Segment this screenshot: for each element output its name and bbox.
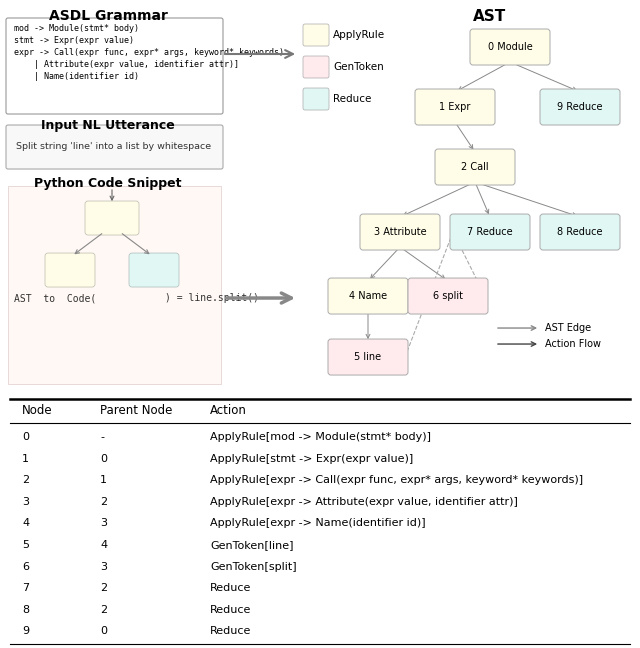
Text: 6 split: 6 split — [433, 291, 463, 301]
Text: 2: 2 — [100, 605, 107, 615]
Text: 3: 3 — [100, 562, 107, 572]
Text: stmt -> Expr(expr value): stmt -> Expr(expr value) — [14, 36, 134, 45]
FancyBboxPatch shape — [360, 214, 440, 250]
Text: 3 Attribute: 3 Attribute — [374, 227, 426, 237]
Text: 5: 5 — [22, 540, 29, 550]
FancyBboxPatch shape — [435, 149, 515, 185]
Text: AST: AST — [474, 9, 507, 24]
Text: 7: 7 — [22, 583, 29, 593]
Text: 0: 0 — [22, 432, 29, 442]
Text: Split string 'line' into a list by whitespace: Split string 'line' into a list by white… — [17, 141, 212, 150]
Text: Python Code Snippet: Python Code Snippet — [35, 177, 182, 190]
Text: ApplyRule[expr -> Name(identifier id)]: ApplyRule[expr -> Name(identifier id)] — [210, 518, 426, 528]
Text: GenToken: GenToken — [333, 62, 384, 72]
Text: Action: Action — [210, 404, 247, 417]
Text: Action Flow: Action Flow — [545, 339, 601, 349]
Text: | Name(identifier id): | Name(identifier id) — [14, 72, 139, 81]
Text: 1: 1 — [22, 454, 29, 463]
Text: | Attribute(expr value, identifier attr)]: | Attribute(expr value, identifier attr)… — [14, 60, 239, 69]
Text: GenToken[split]: GenToken[split] — [210, 562, 296, 572]
Text: ApplyRule[expr -> Call(expr func, expr* args, keyword* keywords)]: ApplyRule[expr -> Call(expr func, expr* … — [210, 475, 583, 485]
Text: 2: 2 — [22, 475, 29, 485]
Text: 0 Module: 0 Module — [488, 42, 532, 52]
Text: 3: 3 — [100, 518, 107, 528]
FancyBboxPatch shape — [450, 214, 530, 250]
Text: Reduce: Reduce — [333, 94, 371, 104]
FancyBboxPatch shape — [415, 89, 495, 125]
Text: 0: 0 — [100, 627, 107, 636]
Text: 1: 1 — [100, 475, 107, 485]
Text: 5 line: 5 line — [355, 352, 381, 362]
Text: 0: 0 — [100, 454, 107, 463]
Text: 2: 2 — [100, 497, 107, 507]
Text: 4 Name: 4 Name — [349, 291, 387, 301]
Text: 7 Reduce: 7 Reduce — [467, 227, 513, 237]
Text: 6: 6 — [22, 562, 29, 572]
Text: ApplyRule: ApplyRule — [333, 30, 385, 40]
FancyBboxPatch shape — [6, 125, 223, 169]
FancyBboxPatch shape — [85, 201, 139, 235]
Text: Reduce: Reduce — [210, 605, 252, 615]
FancyBboxPatch shape — [129, 253, 179, 287]
Text: mod -> Module(stmt* body): mod -> Module(stmt* body) — [14, 24, 139, 33]
FancyBboxPatch shape — [540, 89, 620, 125]
Text: 3: 3 — [22, 497, 29, 507]
FancyBboxPatch shape — [303, 24, 329, 46]
Text: 9 Reduce: 9 Reduce — [557, 102, 603, 112]
Text: GenToken[line]: GenToken[line] — [210, 540, 294, 550]
Text: 2: 2 — [100, 583, 107, 593]
Text: ApplyRule[expr -> Attribute(expr value, identifier attr)]: ApplyRule[expr -> Attribute(expr value, … — [210, 497, 518, 507]
Text: AST  to  Code(: AST to Code( — [14, 293, 96, 303]
Text: AST Edge: AST Edge — [545, 323, 591, 333]
Text: -: - — [100, 432, 104, 442]
FancyBboxPatch shape — [328, 339, 408, 375]
Text: Input NL Utterance: Input NL Utterance — [41, 119, 175, 132]
Text: 1 Expr: 1 Expr — [439, 102, 470, 112]
Text: expr -> Call(expr func, expr* args, keyword* keywords): expr -> Call(expr func, expr* args, keyw… — [14, 48, 284, 57]
Text: Node: Node — [22, 404, 52, 417]
Text: Parent Node: Parent Node — [100, 404, 172, 417]
Text: 4: 4 — [22, 518, 29, 528]
FancyBboxPatch shape — [303, 56, 329, 78]
Text: ApplyRule[mod -> Module(stmt* body)]: ApplyRule[mod -> Module(stmt* body)] — [210, 432, 431, 442]
FancyBboxPatch shape — [303, 88, 329, 110]
Text: Reduce: Reduce — [210, 627, 252, 636]
Text: Reduce: Reduce — [210, 583, 252, 593]
FancyBboxPatch shape — [540, 214, 620, 250]
Text: 8: 8 — [22, 605, 29, 615]
Text: ) = line.split(): ) = line.split() — [165, 293, 259, 303]
FancyBboxPatch shape — [408, 278, 488, 314]
FancyBboxPatch shape — [8, 186, 221, 384]
FancyBboxPatch shape — [6, 18, 223, 114]
Text: 8 Reduce: 8 Reduce — [557, 227, 603, 237]
Text: ASDL Grammar: ASDL Grammar — [49, 9, 168, 23]
Text: 9: 9 — [22, 627, 29, 636]
Text: 4: 4 — [100, 540, 107, 550]
FancyBboxPatch shape — [328, 278, 408, 314]
Text: ApplyRule[stmt -> Expr(expr value)]: ApplyRule[stmt -> Expr(expr value)] — [210, 454, 413, 463]
FancyBboxPatch shape — [45, 253, 95, 287]
Text: 2 Call: 2 Call — [461, 162, 489, 172]
FancyBboxPatch shape — [470, 29, 550, 65]
